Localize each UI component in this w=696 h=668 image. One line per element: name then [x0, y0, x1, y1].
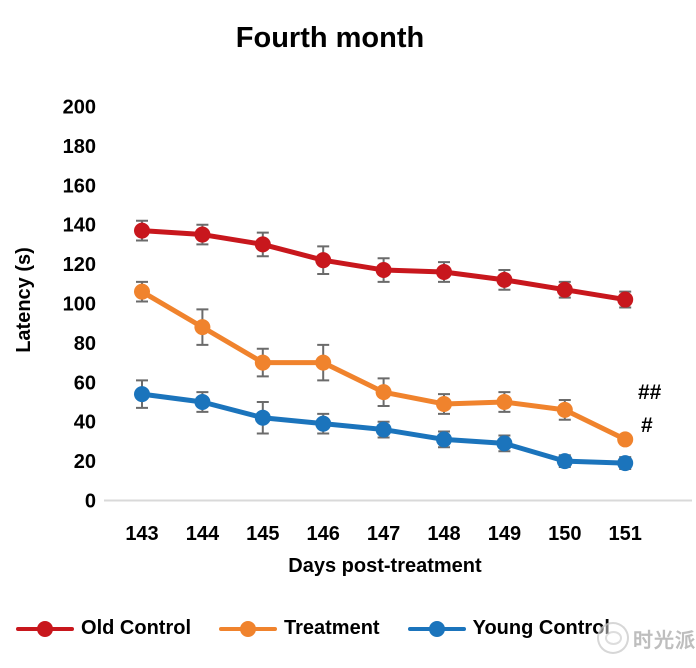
data-point-old-control — [436, 263, 452, 280]
data-point-young-control — [194, 394, 211, 410]
y-tick-label: 80 — [74, 333, 96, 355]
data-point-old-control — [556, 281, 573, 298]
data-point-young-control — [254, 409, 271, 426]
y-tick-label: 180 — [63, 136, 96, 158]
significance-annotation-hash: # — [641, 414, 653, 437]
series-line-treatment — [139, 289, 628, 442]
data-point-old-control — [134, 222, 150, 239]
data-point-young-control — [134, 386, 150, 403]
legend-label: Treatment — [284, 617, 380, 639]
x-tick-label: 151 — [609, 523, 642, 545]
data-point-young-control — [617, 455, 634, 472]
legend-label: Old Control — [81, 617, 191, 639]
y-tick-label: 120 — [63, 254, 96, 276]
data-point-old-control — [375, 262, 392, 279]
data-point-old-control — [254, 236, 271, 253]
legend-marker-icon — [219, 620, 277, 638]
watermark-text: 时光派 — [633, 629, 696, 652]
data-point-old-control — [617, 291, 634, 308]
significance-annotation-double-hash: ## — [638, 381, 662, 404]
x-tick-label: 143 — [125, 523, 158, 545]
y-tick-label: 160 — [63, 175, 96, 197]
y-tick-label: 60 — [74, 372, 96, 394]
chart-title: Fourth month — [235, 22, 425, 54]
y-tick-label: 140 — [63, 215, 96, 237]
data-point-treatment — [436, 395, 452, 412]
watermark-logo-icon — [597, 622, 629, 654]
data-point-young-control — [496, 435, 513, 452]
legend-item-young-control: Young Control — [407, 617, 610, 640]
x-tick-label: 148 — [427, 523, 460, 545]
data-point-treatment — [134, 283, 150, 300]
data-point-young-control — [556, 453, 573, 470]
y-tick-label: 100 — [63, 294, 96, 316]
legend-marker-icon — [407, 620, 466, 638]
data-point-treatment — [254, 354, 271, 371]
legend: Old Control Treatment Young Control — [0, 617, 626, 640]
watermark: 时光派 — [597, 622, 696, 654]
legend-label: Young Control — [472, 617, 610, 639]
data-point-treatment — [375, 384, 392, 401]
x-tick-label: 149 — [488, 523, 521, 545]
data-point-treatment — [315, 354, 332, 371]
data-point-treatment — [194, 319, 211, 336]
y-tick-label: 40 — [74, 412, 96, 434]
x-tick-label: 145 — [246, 523, 279, 545]
legend-marker-icon — [16, 620, 75, 638]
x-axis-title: Days post-treatment — [288, 555, 482, 577]
x-tick-label: 144 — [186, 523, 220, 545]
data-point-old-control — [315, 252, 332, 269]
data-point-old-control — [194, 226, 211, 243]
x-tick-label: 150 — [548, 523, 581, 545]
y-tick-label: 0 — [85, 491, 96, 513]
y-tick-label: 20 — [74, 451, 96, 473]
error-bars-treatment — [136, 280, 632, 445]
x-tick-label: 147 — [367, 523, 400, 545]
data-point-treatment — [617, 431, 634, 448]
data-point-young-control — [436, 431, 452, 448]
data-point-treatment — [496, 394, 513, 410]
y-tick-label: 200 — [63, 97, 96, 119]
x-tick-label: 146 — [307, 523, 340, 545]
data-point-treatment — [556, 401, 573, 418]
data-point-young-control — [375, 421, 392, 438]
legend-item-treatment: Treatment — [219, 617, 380, 640]
data-point-young-control — [315, 415, 332, 432]
data-point-old-control — [496, 271, 513, 288]
legend-item-old-control: Old Control — [16, 617, 191, 640]
